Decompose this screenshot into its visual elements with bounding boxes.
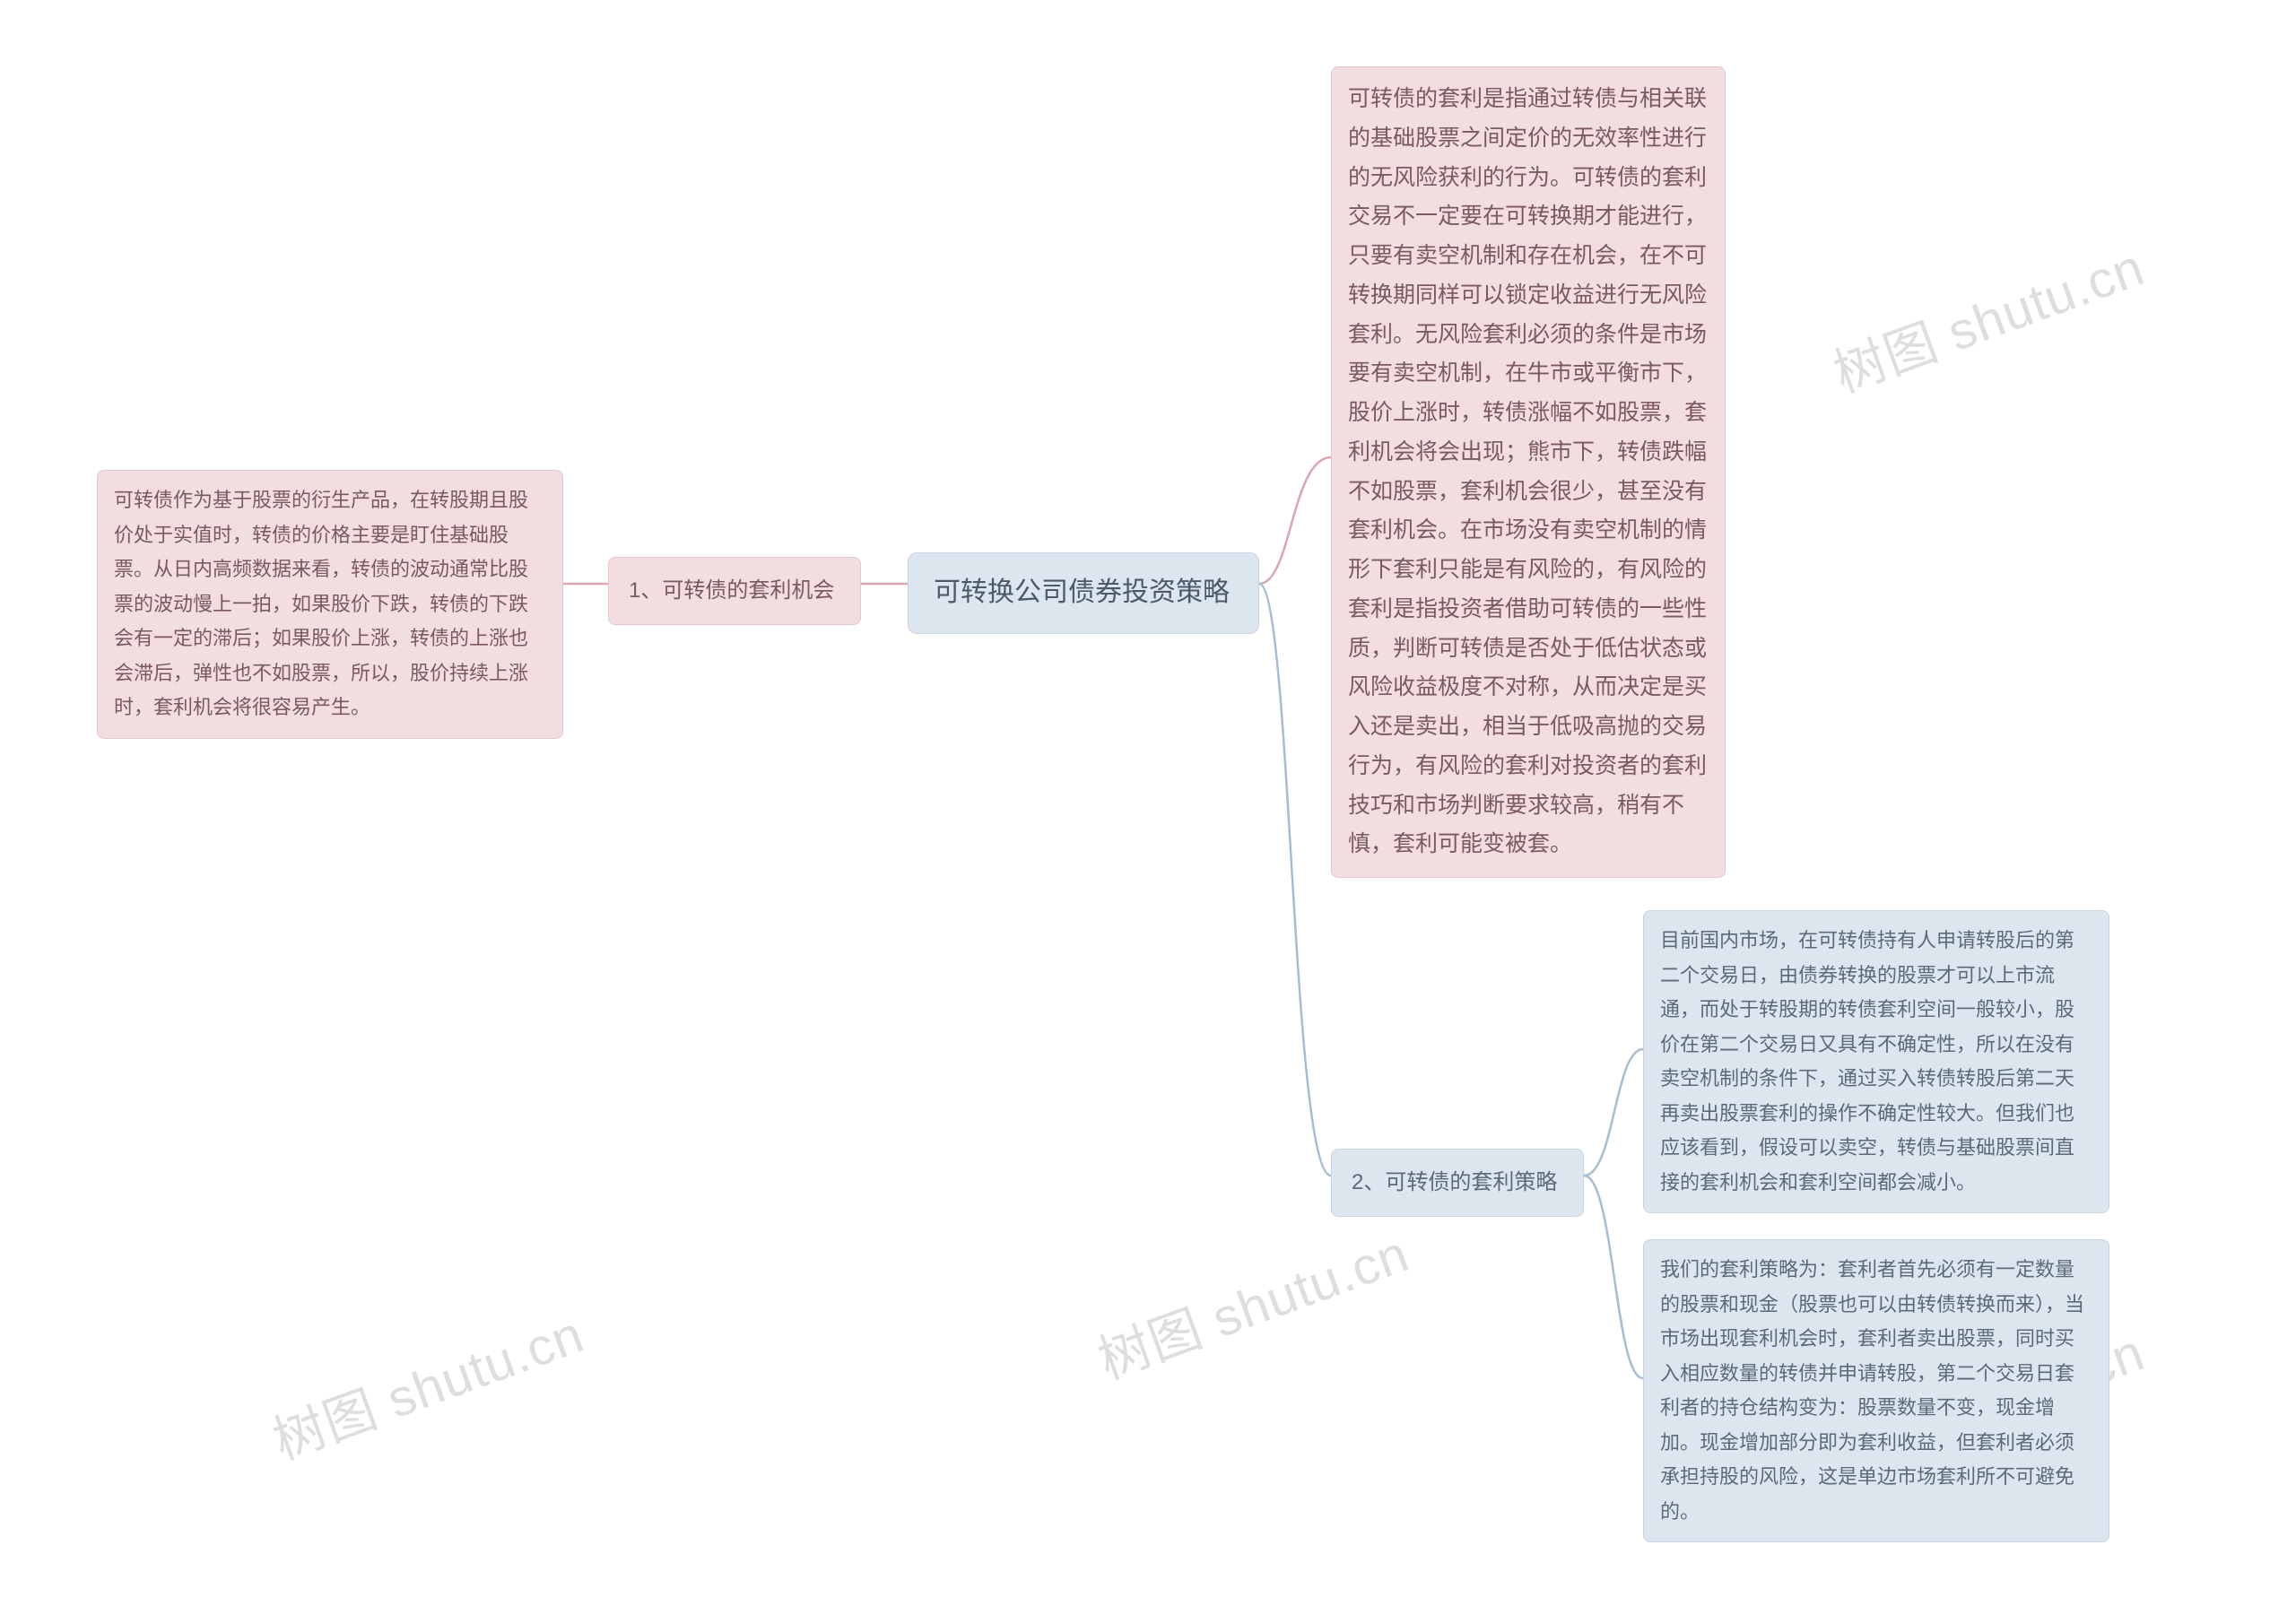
left-branch-title: 1、可转债的套利机会	[608, 557, 861, 625]
connector-path	[1259, 457, 1331, 584]
watermark-text: 树图 shutu.cn	[261, 1292, 592, 1474]
right-strategy-detail-b: 我们的套利策略为：套利者首先必须有一定数量的股票和现金（股票也可以由转债转换而来…	[1643, 1239, 2109, 1542]
watermark-text: 树图 shutu.cn	[1086, 1211, 1417, 1393]
connector-path	[1584, 1176, 1643, 1378]
center-node: 可转换公司债券投资策略	[908, 552, 1259, 634]
left-branch-detail: 可转债作为基于股票的衍生产品，在转股期且股价处于实值时，转债的价格主要是盯住基础…	[97, 470, 563, 739]
right-strategy-detail-a: 目前国内市场，在可转债持有人申请转股后的第二个交易日，由债券转换的股票才可以上市…	[1643, 910, 2109, 1213]
watermark-text: 树图 shutu.cn	[1822, 225, 2152, 407]
right-arbitrage-definition: 可转债的套利是指通过转债与相关联的基础股票之间定价的无效率性进行的无风险获利的行…	[1331, 66, 1726, 878]
connector-path	[1259, 584, 1331, 1176]
right-strategy-title: 2、可转债的套利策略	[1331, 1149, 1584, 1217]
connector-path	[1584, 1049, 1643, 1176]
